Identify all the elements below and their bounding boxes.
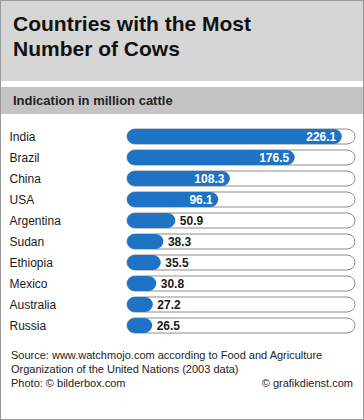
svg-text:Mexico: Mexico [10,277,48,291]
svg-text:30.8: 30.8 [161,277,185,291]
svg-text:226.1: 226.1 [306,130,336,144]
svg-text:50.9: 50.9 [180,214,204,228]
html-text:Photo: © bilderbox.com: Photo: © bilderbox.com [11,377,126,389]
svg-text:India: India [10,130,36,144]
svg-text:China: China [10,172,42,186]
html-text:© grafikdienst.com: © grafikdienst.com [261,377,353,389]
svg-text:Brazil: Brazil [10,151,40,165]
svg-text:Australia: Australia [10,298,57,312]
svg-text:26.5: 26.5 [157,319,181,333]
svg-text:Ethiopia: Ethiopia [10,256,54,270]
svg-text:108.3: 108.3 [194,172,224,186]
html-text:Indication in million cattle: Indication in million cattle [13,93,173,108]
html-text:Source: www.watchmojo.com acco: Source: www.watchmojo.com according to F… [11,349,323,375]
svg-text:Sudan: Sudan [10,235,45,249]
svg-text:35.5: 35.5 [165,256,189,270]
svg-text:38.3: 38.3 [168,235,192,249]
svg-text:176.5: 176.5 [259,151,289,165]
svg-text:27.2: 27.2 [157,298,181,312]
svg-text:Russia: Russia [10,319,47,333]
html-text:Countries with the Most Number: Countries with the Most Number of Cows [13,12,251,60]
svg-text:Argentina: Argentina [10,214,62,228]
svg-text:USA: USA [10,193,35,207]
svg-text:96.1: 96.1 [189,193,213,207]
